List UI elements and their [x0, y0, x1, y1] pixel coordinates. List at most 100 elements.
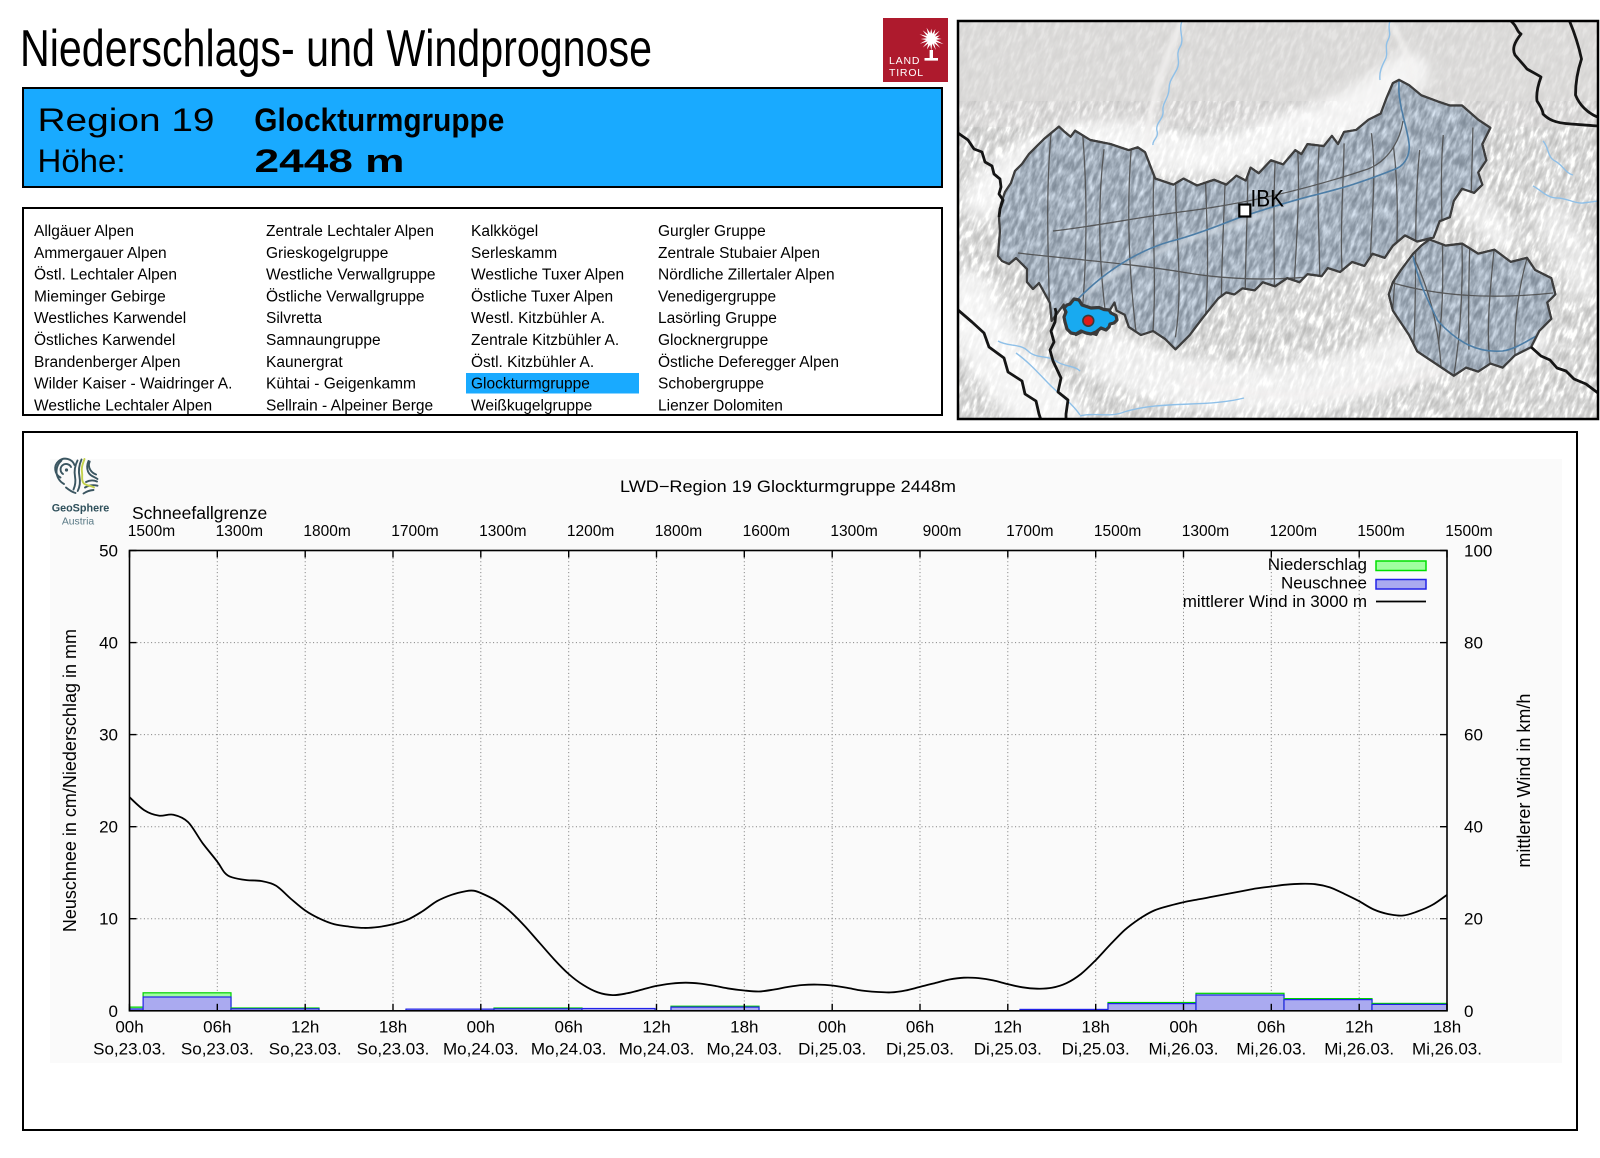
- svg-text:Schneefallgrenze: Schneefallgrenze: [132, 503, 267, 523]
- svg-text:Höhe:: Höhe:: [38, 143, 126, 179]
- svg-text:Östl. Lechtaler Alpen: Östl. Lechtaler Alpen: [34, 266, 177, 284]
- svg-text:Kühtai - Geigenkamm: Kühtai - Geigenkamm: [266, 376, 416, 393]
- svg-text:00h: 00h: [115, 1018, 143, 1037]
- svg-text:1300m: 1300m: [830, 523, 877, 540]
- svg-text:So,23.03.: So,23.03.: [181, 1040, 254, 1059]
- svg-text:Zentrale Lechtaler Alpen: Zentrale Lechtaler Alpen: [266, 223, 434, 240]
- svg-text:1800m: 1800m: [655, 523, 702, 540]
- svg-text:Westliche Lechtaler Alpen: Westliche Lechtaler Alpen: [34, 397, 212, 414]
- svg-text:1300m: 1300m: [1182, 523, 1229, 540]
- svg-text:20: 20: [1464, 910, 1483, 929]
- svg-text:Lasörling Gruppe: Lasörling Gruppe: [658, 310, 777, 327]
- svg-text:Mo,24.03.: Mo,24.03.: [443, 1040, 519, 1059]
- svg-text:20: 20: [99, 818, 118, 837]
- svg-text:00h: 00h: [1169, 1018, 1197, 1037]
- svg-text:1300m: 1300m: [216, 523, 263, 540]
- svg-text:Mo,24.03.: Mo,24.03.: [619, 1040, 695, 1059]
- svg-text:1500m: 1500m: [1357, 523, 1404, 540]
- svg-text:Östliche Verwallgruppe: Östliche Verwallgruppe: [266, 287, 425, 305]
- svg-text:1200m: 1200m: [1270, 523, 1317, 540]
- svg-text:06h: 06h: [203, 1018, 231, 1037]
- svg-text:40: 40: [99, 634, 118, 653]
- svg-text:Glockturmgruppe: Glockturmgruppe: [254, 102, 504, 138]
- svg-text:IBK: IBK: [1251, 186, 1285, 213]
- svg-text:Östl. Kitzbühler A.: Östl. Kitzbühler A.: [471, 353, 594, 371]
- svg-text:Mi,26.03.: Mi,26.03.: [1236, 1040, 1306, 1059]
- svg-text:18h: 18h: [730, 1018, 758, 1037]
- svg-text:Di,25.03.: Di,25.03.: [1062, 1040, 1130, 1059]
- svg-text:Kaunergrat: Kaunergrat: [266, 354, 343, 371]
- svg-text:So,23.03.: So,23.03.: [269, 1040, 342, 1059]
- svg-text:Brandenberger Alpen: Brandenberger Alpen: [34, 354, 181, 371]
- svg-text:1300m: 1300m: [479, 523, 526, 540]
- svg-text:So,23.03.: So,23.03.: [93, 1040, 166, 1059]
- svg-text:Sellrain - Alpeiner Berge: Sellrain - Alpeiner Berge: [266, 397, 433, 414]
- svg-text:So,23.03.: So,23.03.: [357, 1040, 430, 1059]
- svg-text:Weißkugelgruppe: Weißkugelgruppe: [471, 397, 592, 414]
- svg-text:Mo,24.03.: Mo,24.03.: [706, 1040, 782, 1059]
- svg-text:Allgäuer Alpen: Allgäuer Alpen: [34, 223, 134, 240]
- svg-text:Zentrale Kitzbühler A.: Zentrale Kitzbühler A.: [471, 332, 619, 349]
- svg-text:18h: 18h: [379, 1018, 407, 1037]
- svg-text:Östliches Karwendel: Östliches Karwendel: [34, 331, 175, 349]
- svg-text:Westliches Karwendel: Westliches Karwendel: [34, 310, 186, 327]
- svg-text:Grieskogelgruppe: Grieskogelgruppe: [266, 245, 388, 262]
- svg-text:Glockturmgruppe: Glockturmgruppe: [471, 376, 590, 393]
- svg-text:06h: 06h: [906, 1018, 934, 1037]
- svg-text:1700m: 1700m: [1006, 523, 1053, 540]
- svg-text:Mo,24.03.: Mo,24.03.: [531, 1040, 607, 1059]
- svg-text:2448 m: 2448 m: [255, 143, 405, 179]
- svg-text:Östliche Deferegger Alpen: Östliche Deferegger Alpen: [658, 353, 839, 371]
- svg-text:10: 10: [99, 910, 118, 929]
- svg-text:mittlerer Wind in km/h: mittlerer Wind in km/h: [1514, 694, 1534, 868]
- svg-text:Mi,26.03.: Mi,26.03.: [1324, 1040, 1394, 1059]
- svg-text:Mieminger Gebirge: Mieminger Gebirge: [34, 288, 166, 305]
- svg-text:1500m: 1500m: [128, 523, 175, 540]
- svg-text:Westliche Verwallgruppe: Westliche Verwallgruppe: [266, 267, 435, 284]
- svg-text:Westl. Kitzbühler A.: Westl. Kitzbühler A.: [471, 310, 605, 327]
- svg-text:12h: 12h: [291, 1018, 319, 1037]
- svg-text:TIROL: TIROL: [889, 67, 924, 79]
- svg-text:00h: 00h: [818, 1018, 846, 1037]
- svg-text:1700m: 1700m: [391, 523, 438, 540]
- svg-text:Austria: Austria: [62, 517, 95, 528]
- svg-text:Glocknergruppe: Glocknergruppe: [658, 332, 768, 349]
- svg-text:Di,25.03.: Di,25.03.: [886, 1040, 954, 1059]
- svg-text:1200m: 1200m: [567, 523, 614, 540]
- svg-text:1500m: 1500m: [1445, 523, 1492, 540]
- svg-text:Gurgler Gruppe: Gurgler Gruppe: [658, 223, 766, 240]
- svg-text:mittlerer Wind in 3000 m: mittlerer Wind in 3000 m: [1183, 592, 1367, 611]
- svg-text:900m: 900m: [923, 523, 962, 540]
- svg-text:12h: 12h: [642, 1018, 670, 1037]
- svg-text:Niederschlags- und Windprognos: Niederschlags- und Windprognose: [20, 20, 652, 78]
- svg-text:Wilder Kaiser - Waidringer A.: Wilder Kaiser - Waidringer A.: [34, 376, 232, 393]
- svg-text:1800m: 1800m: [303, 523, 350, 540]
- svg-text:Region 19: Region 19: [38, 102, 215, 138]
- svg-text:Neuschnee in cm/Niederschlag i: Neuschnee in cm/Niederschlag in mm: [60, 629, 80, 932]
- svg-text:00h: 00h: [467, 1018, 495, 1037]
- svg-text:1500m: 1500m: [1094, 523, 1141, 540]
- svg-text:Di,25.03.: Di,25.03.: [974, 1040, 1042, 1059]
- svg-text:30: 30: [99, 726, 118, 745]
- svg-text:80: 80: [1464, 634, 1483, 653]
- svg-text:06h: 06h: [555, 1018, 583, 1037]
- svg-text:0: 0: [1464, 1002, 1473, 1021]
- svg-text:06h: 06h: [1257, 1018, 1285, 1037]
- svg-text:Venedigergruppe: Venedigergruppe: [658, 288, 776, 305]
- svg-text:12h: 12h: [1345, 1018, 1373, 1037]
- svg-text:Schobergruppe: Schobergruppe: [658, 376, 764, 393]
- svg-text:40: 40: [1464, 818, 1483, 837]
- svg-text:Ammergauer Alpen: Ammergauer Alpen: [34, 245, 167, 262]
- svg-text:Östliche Tuxer Alpen: Östliche Tuxer Alpen: [471, 287, 613, 305]
- svg-text:Di,25.03.: Di,25.03.: [798, 1040, 866, 1059]
- svg-text:GeoSphere: GeoSphere: [52, 503, 110, 515]
- svg-text:18h: 18h: [1433, 1018, 1461, 1037]
- svg-text:60: 60: [1464, 726, 1483, 745]
- svg-text:Silvretta: Silvretta: [266, 310, 322, 327]
- svg-text:12h: 12h: [994, 1018, 1022, 1037]
- svg-text:Serleskamm: Serleskamm: [471, 245, 557, 262]
- svg-text:Zentrale Stubaier Alpen: Zentrale Stubaier Alpen: [658, 245, 820, 262]
- svg-text:Samnaungruppe: Samnaungruppe: [266, 332, 381, 349]
- svg-text:Niederschlag: Niederschlag: [1268, 555, 1367, 574]
- svg-text:100: 100: [1464, 542, 1492, 561]
